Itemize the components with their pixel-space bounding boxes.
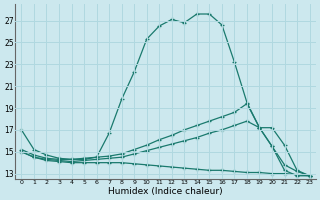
X-axis label: Humidex (Indice chaleur): Humidex (Indice chaleur) xyxy=(108,187,223,196)
